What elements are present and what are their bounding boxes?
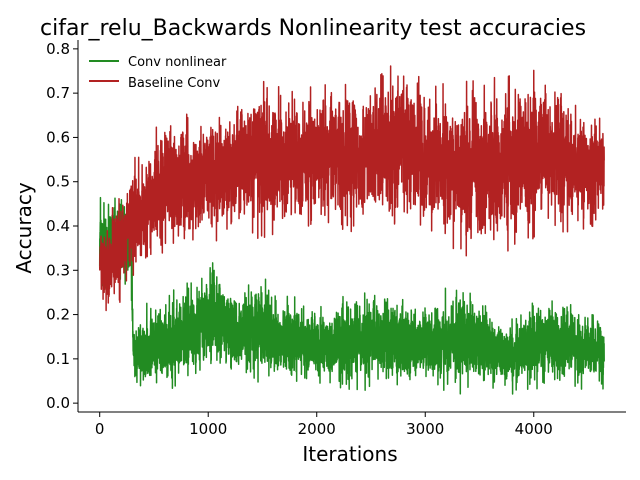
x-tick-label: 3000 xyxy=(406,420,444,438)
y-tick-label: 0.3 xyxy=(46,261,70,279)
y-tick-label: 0.8 xyxy=(46,40,70,58)
x-tick-label: 0 xyxy=(95,420,105,438)
y-tick-label: 0.4 xyxy=(46,217,70,235)
legend-label-baseline-conv: Baseline Conv xyxy=(128,76,221,91)
ticks: 0 1000 2000 3000 4000 0.0 0.1 0.2 0.3 0.4 0.5 0.6 0.… xyxy=(46,40,553,438)
series-line-conv-nonlinear xyxy=(98,196,605,395)
y-tick-label: 0.5 xyxy=(46,173,70,191)
y-tick-label: 0.1 xyxy=(46,350,70,368)
y-tick-label: 0.6 xyxy=(46,128,70,146)
plot-lines xyxy=(98,65,605,395)
x-axis-label: Iterations xyxy=(302,442,397,466)
series-line-baseline-conv xyxy=(98,65,605,312)
legend-label-conv-nonlinear: Conv nonlinear xyxy=(128,55,227,70)
y-tick-label: 0.7 xyxy=(46,84,70,102)
y-tick-label: 0.2 xyxy=(46,306,70,324)
legend: Conv nonlinear Baseline Conv xyxy=(89,55,227,91)
y-tick-label: 0.0 xyxy=(46,394,70,412)
y-axis-label: Accuracy xyxy=(12,182,36,273)
chart-title: cifar_relu_Backwards Nonlinearity test a… xyxy=(40,16,586,41)
x-tick-label: 1000 xyxy=(189,420,227,438)
x-tick-label: 2000 xyxy=(298,420,336,438)
x-tick-label: 4000 xyxy=(515,420,553,438)
